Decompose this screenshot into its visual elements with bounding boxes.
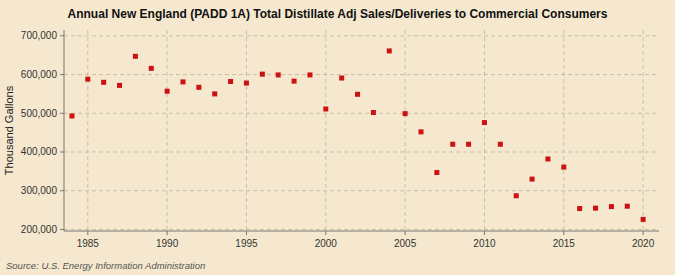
y-tick [60, 229, 64, 230]
y-grid-line [64, 229, 659, 230]
x-grid-line [325, 30, 326, 231]
point [371, 110, 376, 115]
x-tick-label: 2010 [473, 238, 496, 249]
y-tick-label: 700,000 [21, 30, 58, 41]
x-tick [87, 231, 88, 235]
y-axis-label: Thousand Gallons [3, 85, 15, 175]
x-tick [405, 231, 406, 235]
y-tick-label: 200,000 [21, 224, 58, 235]
point [101, 80, 106, 85]
x-grid-line [643, 30, 644, 231]
y-grid-line [64, 35, 659, 36]
point [212, 91, 217, 96]
point [292, 79, 297, 84]
y-tick-label: 500,000 [21, 108, 58, 119]
y-tick [60, 35, 64, 36]
y-grid-line [64, 74, 659, 75]
y-grid-line [64, 151, 659, 152]
x-grid-line [563, 30, 564, 231]
point [450, 142, 455, 147]
point [514, 193, 519, 198]
point [133, 54, 138, 59]
point [196, 85, 201, 90]
y-tick-label: 600,000 [21, 69, 58, 80]
y-tick-label: 400,000 [21, 146, 58, 157]
point [387, 48, 392, 53]
point [403, 111, 408, 116]
y-tick [60, 113, 64, 114]
x-axis-line [64, 231, 659, 232]
point [482, 120, 487, 125]
point [625, 204, 630, 209]
axes: 200,000 300,000 400,000 500,000 600,000 700,0… [21, 30, 659, 249]
x-tick-label: 2020 [632, 238, 655, 249]
y-axis-line [64, 30, 65, 231]
x-tick-label: 2005 [394, 238, 417, 249]
point [228, 79, 233, 84]
point [244, 81, 249, 86]
point [339, 76, 344, 81]
x-tick [563, 231, 564, 235]
point [323, 107, 328, 112]
title: Annual New England (PADD 1A) Total Disti… [68, 7, 608, 21]
background [0, 0, 675, 275]
chart: 200,000 300,000 400,000 500,000 600,000 700,0… [0, 0, 675, 275]
point [434, 170, 439, 175]
point [561, 165, 566, 170]
x-grid-line [484, 30, 485, 231]
point [117, 83, 122, 88]
y-grid-line [64, 190, 659, 191]
y-tick-label: 300,000 [21, 185, 58, 196]
point [260, 72, 265, 77]
x-tick-label: 1985 [77, 238, 100, 249]
point [85, 77, 90, 82]
point [355, 92, 360, 97]
point [466, 142, 471, 147]
x-tick-label: 1995 [235, 238, 258, 249]
points [69, 48, 645, 221]
x-grid-line [167, 30, 168, 231]
x-grid-line [246, 30, 247, 231]
y-tick [60, 74, 64, 75]
point [307, 72, 312, 77]
x-grid-line [87, 30, 88, 231]
y-tick [60, 190, 64, 191]
point [165, 89, 170, 94]
grid [64, 30, 659, 231]
x-grid-line [405, 30, 406, 231]
point [276, 72, 281, 77]
x-tick [167, 231, 168, 235]
x-tick [325, 231, 326, 235]
x-tick [484, 231, 485, 235]
y-grid-line [64, 113, 659, 114]
x-tick [246, 231, 247, 235]
x-tick-label: 2015 [553, 238, 576, 249]
point [545, 156, 550, 161]
source-note: Source: U.S. Energy Information Administ… [6, 260, 205, 271]
point [641, 217, 646, 222]
x-tick-label: 2000 [315, 238, 338, 249]
point [181, 79, 186, 84]
point [149, 66, 154, 71]
point [69, 113, 74, 118]
point [530, 177, 535, 182]
y-tick [60, 151, 64, 152]
point [419, 129, 424, 134]
point [609, 204, 614, 209]
point [498, 142, 503, 147]
point [577, 206, 582, 211]
point [593, 206, 598, 211]
x-tick-label: 1990 [156, 238, 179, 249]
x-tick [643, 231, 644, 235]
